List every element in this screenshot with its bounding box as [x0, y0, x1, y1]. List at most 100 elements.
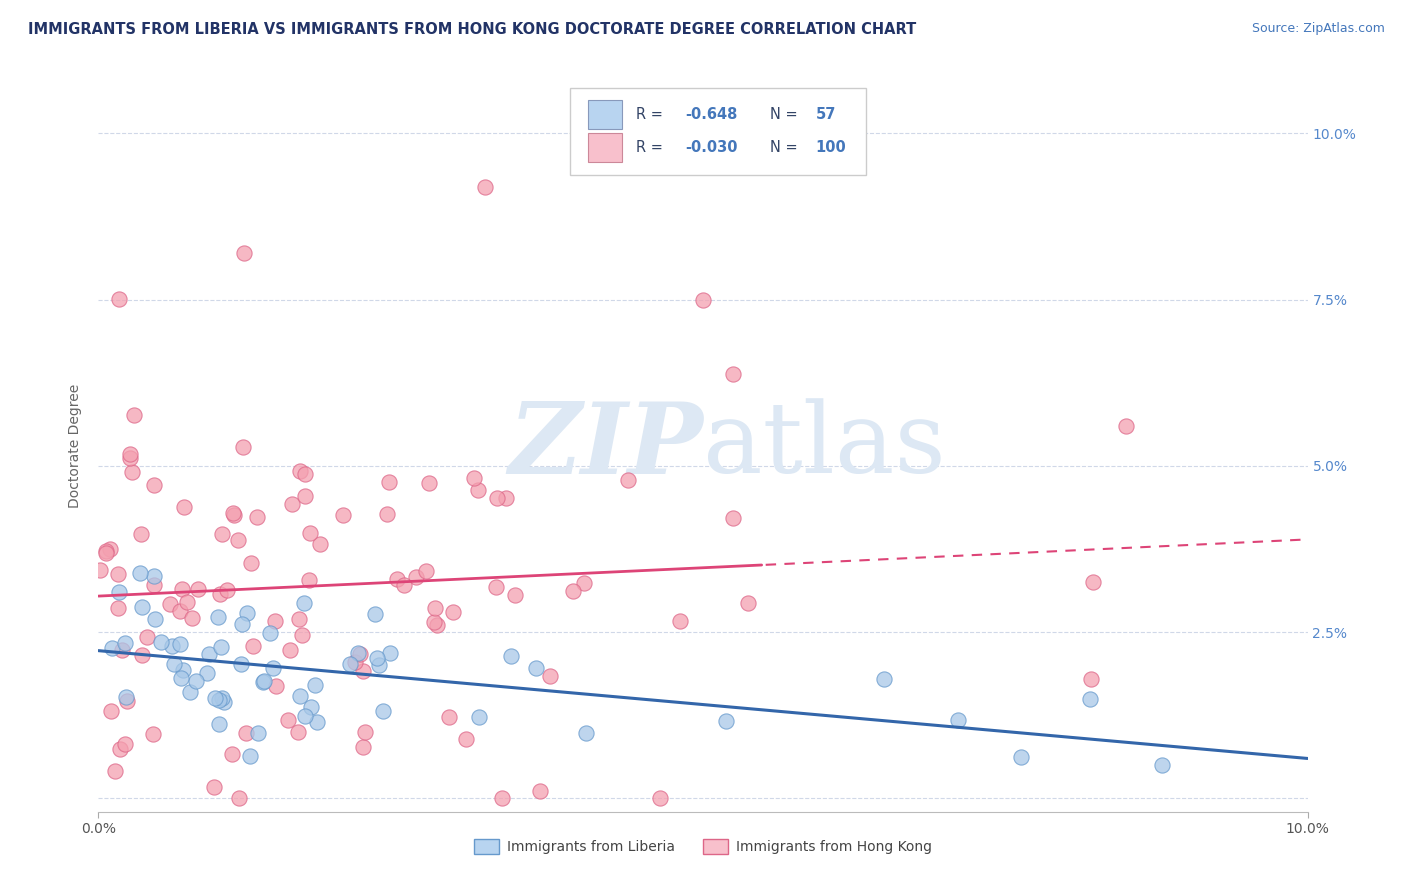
Text: -0.030: -0.030	[685, 140, 737, 155]
Point	[129, 526, 152, 541]
Point	[150, 635, 173, 649]
Point	[426, 618, 449, 632]
Point	[561, 583, 583, 598]
Point	[208, 587, 231, 601]
Point	[425, 601, 447, 615]
FancyBboxPatch shape	[588, 100, 621, 129]
Point	[179, 685, 201, 699]
Point	[352, 739, 374, 754]
Point	[170, 671, 193, 685]
Point	[486, 491, 509, 505]
Point	[291, 628, 314, 642]
Point	[131, 599, 153, 614]
Point	[1078, 691, 1101, 706]
Point	[294, 709, 316, 723]
Point	[181, 611, 204, 625]
Point	[264, 614, 287, 628]
Point	[463, 471, 485, 485]
Text: N =: N =	[769, 140, 801, 155]
Text: N =: N =	[769, 107, 801, 122]
Point	[485, 581, 508, 595]
Point	[474, 179, 496, 194]
Point	[246, 510, 269, 524]
Point	[503, 588, 526, 602]
Point	[207, 610, 229, 624]
Point	[246, 726, 269, 740]
Point	[118, 447, 141, 461]
Point	[111, 643, 134, 657]
Point	[529, 783, 551, 797]
Point	[538, 669, 561, 683]
Point	[169, 637, 191, 651]
Point	[135, 630, 157, 644]
Point	[366, 651, 388, 665]
Text: atlas: atlas	[703, 398, 946, 494]
Point	[288, 689, 311, 703]
Point	[454, 732, 477, 747]
Point	[232, 441, 254, 455]
Point	[235, 725, 257, 739]
Point	[278, 643, 301, 657]
Point	[288, 612, 311, 626]
Y-axis label: Doctorate Degree: Doctorate Degree	[69, 384, 83, 508]
Point	[692, 293, 714, 307]
Point	[163, 657, 186, 671]
Point	[737, 596, 759, 610]
Point	[231, 617, 253, 632]
Point	[491, 791, 513, 805]
Point	[228, 791, 250, 805]
Point	[100, 541, 122, 556]
Point	[212, 695, 235, 709]
Point	[299, 699, 322, 714]
Point	[264, 679, 287, 693]
Point	[208, 693, 231, 707]
Point	[375, 507, 398, 521]
Point	[873, 672, 896, 686]
Point	[104, 764, 127, 778]
Point	[114, 737, 136, 751]
Point	[669, 614, 692, 628]
Point	[394, 578, 416, 592]
Point	[298, 573, 321, 587]
Point	[574, 575, 596, 590]
Point	[304, 677, 326, 691]
FancyBboxPatch shape	[588, 133, 621, 162]
Point	[575, 726, 598, 740]
Point	[240, 556, 263, 570]
Point	[418, 476, 440, 491]
Point	[107, 566, 129, 581]
Legend: Immigrants from Liberia, Immigrants from Hong Kong: Immigrants from Liberia, Immigrants from…	[468, 834, 938, 860]
Point	[1010, 750, 1032, 764]
Text: -0.648: -0.648	[685, 107, 737, 122]
Point	[211, 527, 233, 541]
Point	[211, 691, 233, 706]
Point	[294, 467, 316, 482]
Point	[94, 543, 117, 558]
Point	[378, 475, 401, 490]
Point	[347, 646, 370, 660]
Point	[172, 582, 194, 596]
Point	[1081, 574, 1104, 589]
Point	[415, 564, 437, 578]
Point	[307, 714, 329, 729]
Text: R =: R =	[637, 140, 668, 155]
Point	[298, 526, 321, 541]
Point	[235, 606, 257, 620]
Point	[309, 537, 332, 551]
Point	[378, 646, 401, 660]
Text: Source: ZipAtlas.com: Source: ZipAtlas.com	[1251, 22, 1385, 36]
Point	[385, 572, 408, 586]
Point	[108, 292, 131, 306]
Point	[524, 660, 547, 674]
Point	[108, 742, 131, 756]
Point	[142, 727, 165, 741]
Point	[339, 657, 361, 671]
Point	[231, 657, 253, 672]
Point	[121, 466, 143, 480]
Point	[187, 582, 209, 597]
Point	[364, 607, 387, 621]
Point	[108, 584, 131, 599]
Point	[131, 648, 153, 662]
Point	[221, 747, 243, 761]
Point	[159, 598, 181, 612]
